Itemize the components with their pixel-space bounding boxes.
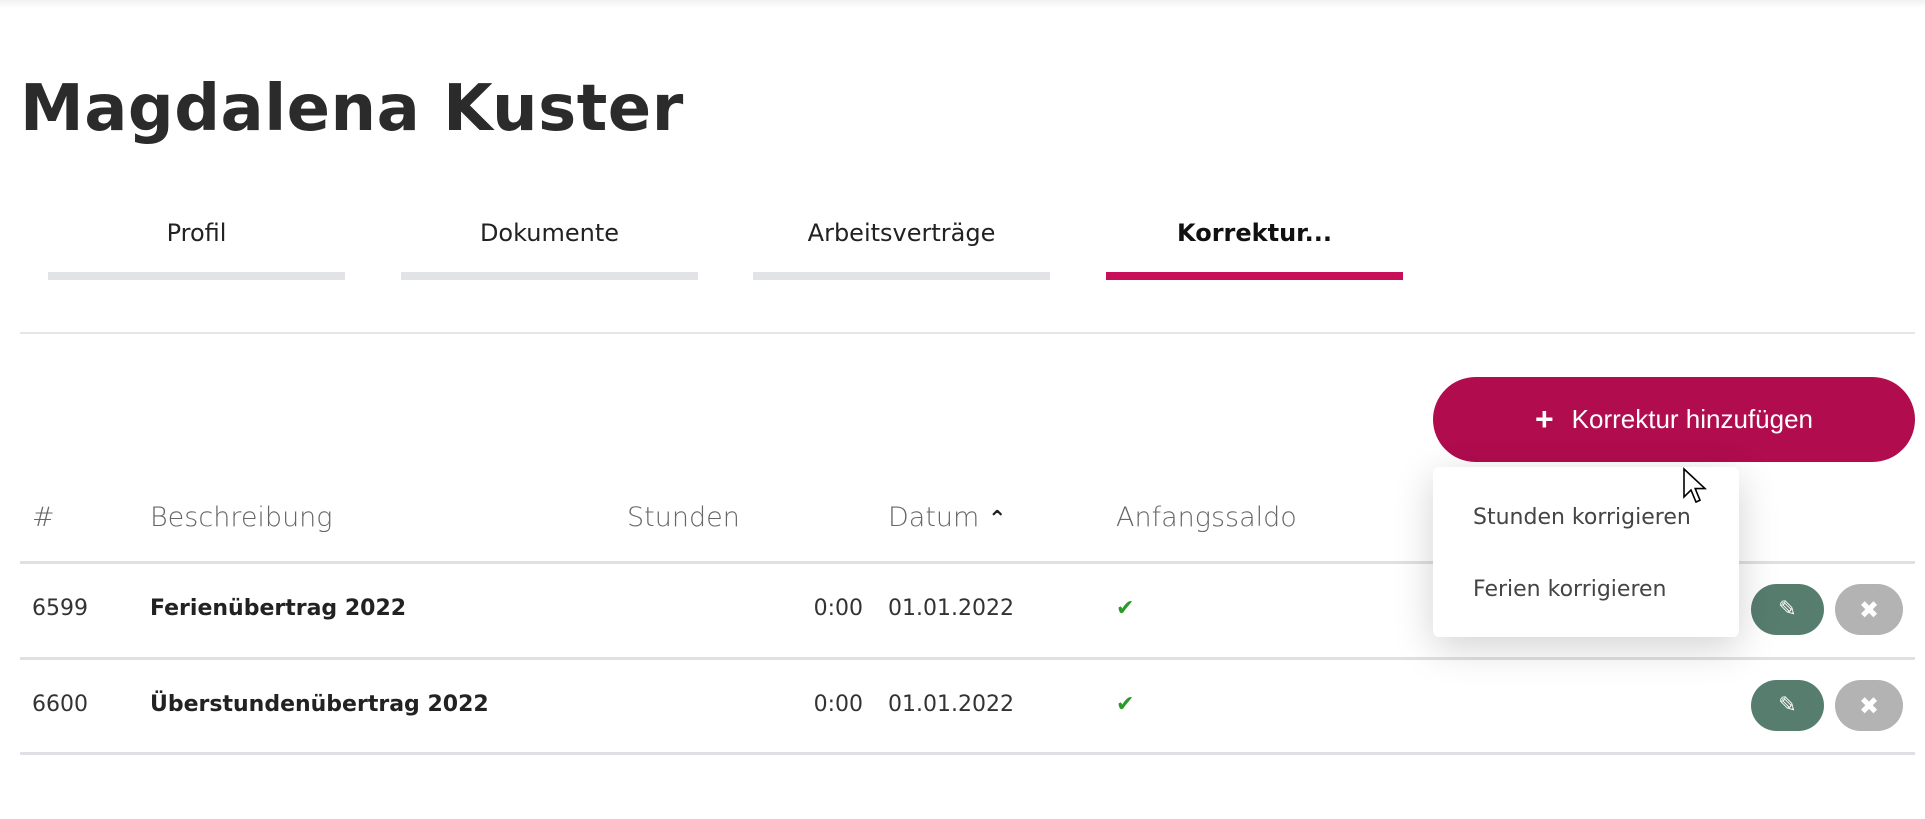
close-icon: ✖ <box>1858 595 1880 624</box>
top-shadow <box>0 0 1925 8</box>
row-divider <box>20 657 1915 660</box>
header-divider <box>20 561 1915 564</box>
check-icon: ✔ <box>1116 692 1135 717</box>
sort-ascending-icon: ⌃ <box>987 507 1007 532</box>
add-correction-menu: Stunden korrigieren Ferien korrigieren <box>1433 467 1739 637</box>
tab-indicator <box>48 272 345 280</box>
tab-label: Profil <box>166 219 227 247</box>
column-header-initial-balance[interactable]: Anfangssaldo <box>1116 502 1297 533</box>
menu-item-correct-holidays[interactable]: Ferien korrigieren <box>1473 577 1667 602</box>
tab-korrektur[interactable]: Korrektur... <box>1106 215 1403 280</box>
column-header-description[interactable]: Beschreibung <box>150 502 333 533</box>
tab-profil[interactable]: Profil <box>48 215 345 280</box>
edit-button[interactable]: ✎ <box>1751 584 1824 635</box>
plus-icon: + <box>1534 401 1554 437</box>
column-header-date-label: Datum <box>888 502 980 533</box>
tab-indicator <box>1106 272 1403 280</box>
tab-label: Korrektur... <box>1177 219 1332 247</box>
edit-icon: ✎ <box>1778 597 1797 622</box>
row-date: 01.01.2022 <box>888 692 1014 717</box>
row-hours: 0:00 <box>813 692 863 717</box>
row-id: 6599 <box>32 596 88 621</box>
add-correction-button[interactable]: + Korrektur hinzufügen <box>1433 377 1915 462</box>
tab-dokumente[interactable]: Dokumente <box>401 215 698 280</box>
delete-button[interactable]: ✖ <box>1835 680 1903 731</box>
column-header-date[interactable]: Datum ⌃ <box>888 502 1006 533</box>
page-title: Magdalena Kuster <box>20 72 684 146</box>
mouse-cursor-icon <box>1683 467 1708 504</box>
row-description: Überstundenübertrag 2022 <box>150 692 489 717</box>
column-header-hours[interactable]: Stunden <box>627 502 740 533</box>
menu-item-correct-hours[interactable]: Stunden korrigieren <box>1473 505 1691 530</box>
check-icon: ✔ <box>1116 596 1135 621</box>
edit-button[interactable]: ✎ <box>1751 680 1824 731</box>
add-correction-label: Korrektur hinzufügen <box>1571 404 1814 434</box>
divider <box>20 332 1915 334</box>
row-date: 01.01.2022 <box>888 596 1014 621</box>
row-hours: 0:00 <box>813 596 863 621</box>
row-divider <box>20 752 1915 755</box>
tab-label: Arbeitsverträge <box>807 219 996 247</box>
close-icon: ✖ <box>1858 691 1880 720</box>
row-description: Ferienübertrag 2022 <box>150 596 407 621</box>
delete-button[interactable]: ✖ <box>1835 584 1903 635</box>
tab-indicator <box>753 272 1050 280</box>
column-header-id: # <box>32 502 55 533</box>
row-id: 6600 <box>32 692 88 717</box>
tab-arbeitsvertraege[interactable]: Arbeitsverträge <box>753 215 1050 280</box>
edit-icon: ✎ <box>1778 693 1797 718</box>
tab-indicator <box>401 272 698 280</box>
tab-label: Dokumente <box>479 219 620 247</box>
